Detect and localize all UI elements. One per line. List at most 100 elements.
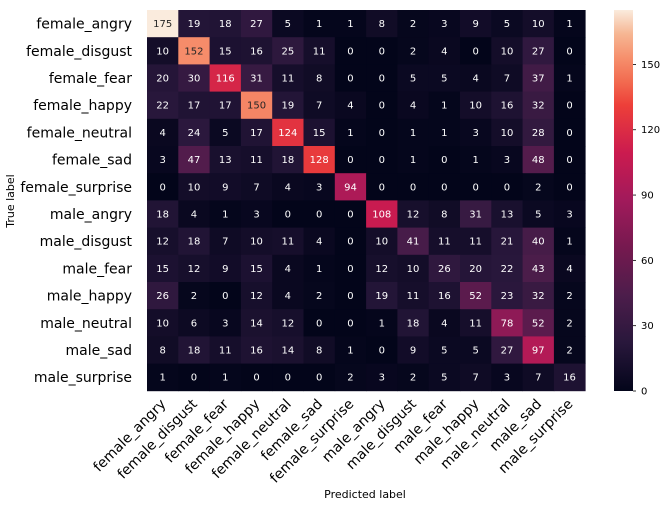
heatmap-cell [428, 173, 461, 201]
cell-value-label: 18 [188, 237, 201, 248]
cell-value-label: 43 [532, 264, 545, 275]
heatmap-cell [240, 118, 273, 147]
cell-value-label: 16 [563, 373, 576, 384]
heatmap-cell [147, 37, 179, 65]
heatmap-cell [178, 118, 210, 147]
cell-value-label: 8 [379, 19, 385, 30]
heatmap-cell [147, 118, 179, 147]
heatmap-cell [460, 309, 492, 337]
heatmap-cell [303, 146, 336, 174]
heatmap-cell [366, 173, 398, 201]
cell-value-label: 22 [156, 101, 169, 112]
heatmap-cell [240, 309, 273, 337]
colorbar-tick-label: 90 [641, 191, 654, 202]
heatmap-cell [334, 10, 367, 38]
heatmap-cell [428, 37, 461, 65]
cell-value-label: 10 [532, 19, 545, 30]
heatmap-cell [209, 64, 242, 92]
heatmap-cell [366, 336, 398, 364]
cell-value-label: 0 [504, 182, 510, 193]
heatmap-cell [240, 91, 273, 120]
heatmap-cell [460, 173, 492, 201]
x-axis-tick-labels: female_angryfemale_disgustfemale_fearfem… [91, 396, 577, 487]
cell-value-label: 10 [407, 264, 420, 275]
cell-value-label: 0 [347, 46, 353, 57]
heatmap-cells: 175 19 18 27 5 1 1 8 2 3 9 5 10 110 152 15 16 25 11 0 0 2 4 0 10… [147, 10, 586, 392]
heatmap-cell [272, 309, 304, 337]
cell-value-label: 10 [375, 237, 388, 248]
cell-value-label: 3 [379, 373, 385, 384]
cell-value-label: 37 [532, 74, 545, 85]
cell-value-label: 0 [379, 346, 385, 357]
cell-value-label: 4 [285, 264, 291, 275]
cell-value-label: 19 [281, 101, 294, 112]
heatmap-cell [397, 64, 430, 92]
heatmap-cell [178, 336, 210, 364]
heatmap-cell [272, 200, 304, 228]
cell-value-label: 5 [504, 19, 510, 30]
heatmap-cell [334, 227, 367, 256]
heatmap-cell [240, 227, 273, 256]
cell-value-label: 5 [472, 346, 478, 357]
heatmap-cell [240, 200, 273, 228]
heatmap-cell [460, 146, 492, 174]
heatmap-cell [522, 10, 555, 38]
cell-value-label: 0 [410, 182, 416, 193]
heatmap-cell [147, 146, 179, 174]
cell-value-label: 1 [566, 74, 572, 85]
cell-value-label: 7 [504, 74, 510, 85]
cell-value-label: 1 [566, 19, 572, 30]
cell-value-label: 2 [410, 19, 416, 30]
cell-value-label: 2 [410, 373, 416, 384]
heatmap-cell [366, 363, 398, 392]
cell-value-label: 5 [410, 74, 416, 85]
cell-value-label: 1 [347, 346, 353, 357]
heatmap-cell [553, 336, 586, 364]
x-axis-title: Predicted label [324, 488, 406, 501]
heatmap-cell [272, 91, 304, 120]
cell-value-label: 0 [222, 291, 228, 302]
heatmap-cell [397, 227, 430, 256]
cell-value-label: 2 [566, 318, 572, 329]
heatmap-cell [147, 173, 179, 201]
cell-value-label: 16 [250, 46, 263, 57]
heatmap-cell [397, 336, 430, 364]
cell-value-label: 0 [441, 182, 447, 193]
cell-value-label: 10 [501, 46, 514, 57]
cell-value-label: 17 [188, 101, 201, 112]
cell-value-label: 52 [532, 318, 545, 329]
heatmap-cell [522, 227, 555, 256]
cell-value-label: 15 [250, 264, 263, 275]
heatmap-cell [209, 309, 242, 337]
heatmap-cell [240, 10, 273, 38]
cell-value-label: 128 [310, 155, 329, 166]
colorbar-ticks: 0 30 60 90 120 150 [633, 60, 660, 398]
cell-value-label: 0 [253, 373, 259, 384]
heatmap-cell [428, 227, 461, 256]
heatmap-cell [491, 37, 523, 65]
cell-value-label: 47 [188, 155, 201, 166]
heatmap-cell [397, 200, 430, 228]
heatmap-cell [240, 254, 273, 283]
heatmap-cell [147, 64, 179, 92]
cell-value-label: 3 [566, 210, 572, 221]
heatmap-cell [240, 282, 273, 310]
heatmap-cell [397, 146, 430, 174]
cell-value-label: 4 [285, 291, 291, 302]
heatmap-cell [334, 254, 367, 283]
cell-value-label: 8 [159, 346, 165, 357]
heatmap-cell [209, 200, 242, 228]
heatmap-cell [553, 254, 586, 283]
heatmap-cell [240, 363, 273, 392]
cell-value-label: 21 [501, 237, 514, 248]
cell-value-label: 10 [156, 46, 169, 57]
cell-value-label: 10 [156, 318, 169, 329]
heatmap-cell [303, 200, 336, 228]
cell-value-label: 3 [253, 210, 259, 221]
heatmap-cell [491, 10, 523, 38]
heatmap-cell [366, 118, 398, 147]
heatmap-cell [553, 200, 586, 228]
heatmap-cell [147, 91, 179, 120]
cell-value-label: 18 [188, 346, 201, 357]
heatmap-cell [209, 173, 242, 201]
